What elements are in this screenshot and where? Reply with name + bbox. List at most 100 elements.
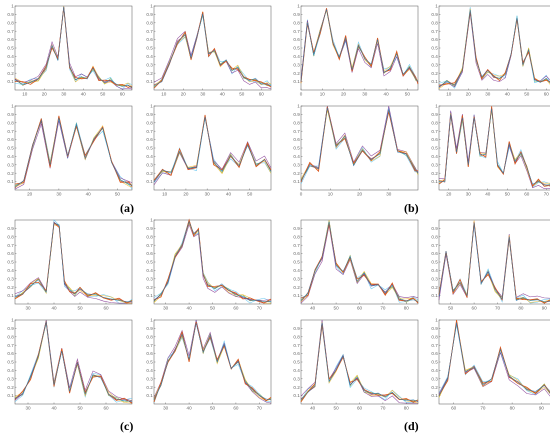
y-tick-label: 0.7	[7, 243, 14, 248]
y-tick-label: 0.8	[293, 234, 300, 239]
x-tick-label: 60	[544, 92, 550, 97]
y-tick-label: 0.5	[7, 46, 14, 51]
y-tick-label: 0.7	[293, 29, 300, 34]
x-tick-label: 10	[446, 92, 452, 97]
y-tick-label: 0.5	[7, 146, 14, 151]
y-tick-label: 0.1	[293, 393, 300, 398]
series-line-1	[438, 322, 550, 396]
y-tick-label: 0.7	[293, 243, 300, 248]
series-line-3	[14, 224, 132, 304]
y-tick-label: 0.1	[431, 179, 438, 184]
y-tick-label: 0.7	[146, 29, 153, 34]
y-tick-label: 0.3	[431, 376, 438, 381]
y-tick-label: 0.1	[146, 293, 153, 298]
x-tick-label: 40	[310, 406, 316, 411]
y-tick-label: 0.5	[146, 360, 153, 365]
y-tick-label: 0.7	[7, 343, 14, 348]
y-tick-label: 0.5	[293, 360, 300, 365]
y-tick-label: 0.1	[293, 79, 300, 84]
x-tick-label: 30	[163, 406, 169, 411]
x-tick-label: 70	[480, 406, 486, 411]
subplot-15: 0.1 0.2 0.3 0.4 0.5 0.6 0.7 0.8 0.9 40 50 60 70 80	[292, 319, 419, 413]
series-line-4	[438, 223, 550, 301]
x-tick-label: 20	[357, 192, 363, 197]
x-tick-label: 30	[205, 192, 211, 197]
x-tick-label: 70	[257, 306, 263, 311]
series-line-1	[438, 10, 550, 87]
y-tick-label: 1	[150, 104, 153, 109]
plot-frame	[153, 219, 272, 305]
y-tick-label: 0.8	[7, 334, 14, 339]
y-tick-label: 0.8	[293, 120, 300, 125]
y-tick-label: 0.3	[293, 376, 300, 381]
x-tick-label: 80	[518, 306, 524, 311]
x-tick-label: 50	[239, 92, 245, 97]
y-tick-label: 0.2	[7, 385, 14, 390]
subplot-4: 0.1 0.2 0.3 0.4 0.5 0.6 0.7 0.8 0.9 1 10 20 30 40 50 60	[430, 4, 550, 99]
x-tick-label: 40	[384, 92, 390, 97]
y-tick-label: 0.4	[431, 368, 438, 373]
y-tick-label: 0.3	[293, 62, 300, 67]
x-tick-label: 90	[542, 306, 548, 311]
y-tick-label: 0.1	[293, 293, 300, 298]
y-tick-label: 0.6	[7, 251, 14, 256]
x-tick-label: 70	[380, 306, 386, 311]
plot-frame	[14, 105, 133, 191]
subplot-6: 0.1 0.2 0.3 0.4 0.5 0.6 0.7 0.8 0.9 1 10 20 30 40 50	[145, 104, 272, 199]
y-tick-label: 0.2	[431, 285, 438, 290]
y-tick-label: 0.5	[7, 260, 14, 265]
x-tick-label: 30	[56, 192, 62, 197]
y-tick-label: 0.7	[7, 29, 14, 34]
y-tick-label: 0.1	[146, 179, 153, 184]
x-tick-label: 50	[524, 92, 530, 97]
y-tick-label: 1	[435, 4, 438, 9]
x-tick-label: 30	[200, 92, 206, 97]
y-tick-label: 0.8	[7, 20, 14, 25]
y-tick-label: 0.4	[146, 368, 153, 373]
y-tick-label: 0.9	[431, 112, 438, 117]
y-tick-label: 0.9	[146, 226, 153, 231]
x-tick-label: 50	[100, 92, 106, 97]
y-tick-label: 0.9	[7, 112, 14, 117]
series-line-1	[438, 222, 550, 302]
series-line-1	[300, 107, 419, 181]
plot-frame	[438, 319, 550, 405]
y-tick-label: 0.9	[293, 326, 300, 331]
y-tick-label: 0.9	[293, 226, 300, 231]
series-line-3	[438, 220, 550, 303]
y-tick-label: 0.5	[293, 46, 300, 51]
x-tick-label: 50	[334, 406, 340, 411]
x-tick-label: 80	[404, 406, 410, 411]
y-tick-label: 0.6	[431, 37, 438, 42]
series-line-5	[153, 15, 272, 88]
y-tick-label: 1	[435, 104, 438, 109]
y-tick-label: 0.7	[431, 29, 438, 34]
x-tick-label: 50	[405, 92, 411, 97]
y-tick-label: 0.5	[7, 360, 14, 365]
x-tick-label: 50	[210, 306, 216, 311]
y-tick-label: 0.3	[7, 276, 14, 281]
y-tick-label: 1	[297, 4, 300, 9]
x-tick-label: 50	[115, 192, 121, 197]
plot-frame	[14, 319, 133, 405]
y-tick-label: 0.4	[293, 154, 300, 159]
x-tick-label: 50	[77, 306, 83, 311]
subplot-svg: 0.1 0.2 0.3 0.4 0.5 0.6 0.7 0.8 0.9 1 20 30 40 50 60 70	[431, 104, 550, 197]
series-line-2	[438, 222, 550, 304]
series-line-1	[153, 220, 271, 302]
y-tick-label: 0.9	[7, 12, 14, 17]
y-tick-label: 0.4	[7, 368, 14, 373]
y-tick-label: 0.6	[293, 351, 300, 356]
y-tick-label: 0.2	[431, 71, 438, 76]
x-tick-label: 20	[42, 92, 48, 97]
y-tick-label: 0.1	[7, 179, 14, 184]
x-tick-label: 40	[187, 406, 193, 411]
y-tick-label: 0.6	[146, 351, 153, 356]
subplot-svg: 0.1 0.2 0.3 0.4 0.5 0.6 0.7 0.8 0.9 50 60 70 80 90	[431, 219, 550, 311]
x-tick-label: 20	[181, 92, 187, 97]
series-line-2	[153, 11, 272, 89]
y-tick-label: 0.9	[431, 226, 438, 231]
y-tick-label: 0.2	[293, 285, 300, 290]
y-tick-label: 0.4	[431, 154, 438, 159]
x-tick-label: 60	[451, 406, 457, 411]
